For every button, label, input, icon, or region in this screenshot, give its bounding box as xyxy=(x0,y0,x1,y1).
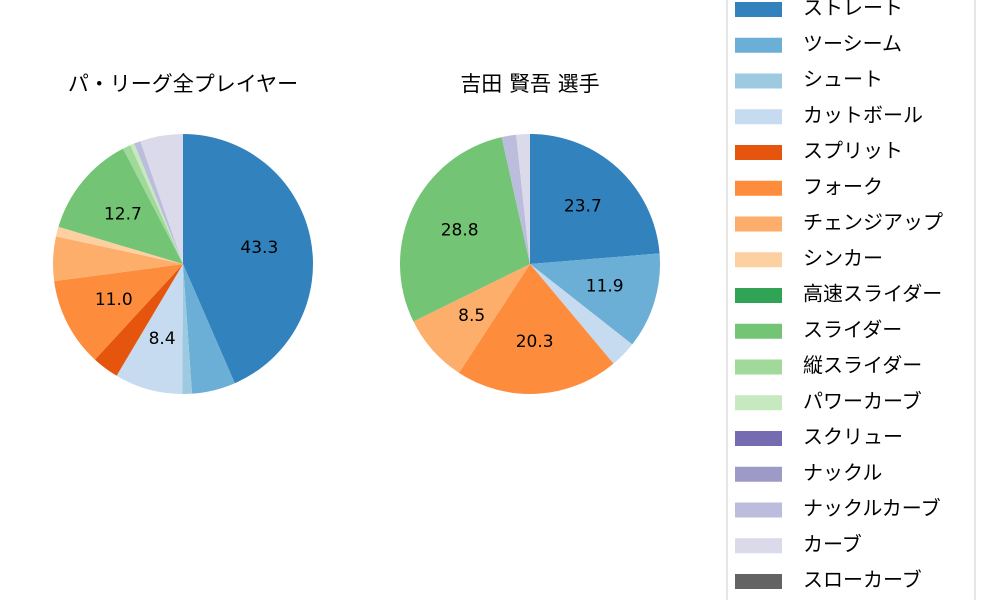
legend-label: ストレート xyxy=(803,0,903,20)
legend-label: シュート xyxy=(803,67,883,91)
value-label: 12.7 xyxy=(104,204,142,224)
legend-label: パワーカーブ xyxy=(803,389,922,413)
legend-label: カットボール xyxy=(803,103,923,127)
legend-label: スプリット xyxy=(803,139,903,163)
legend-swatch xyxy=(735,323,782,339)
legend-label: ナックル xyxy=(803,460,882,484)
pie-slice xyxy=(94,264,183,376)
value-label: 23.7 xyxy=(564,197,602,217)
pie-slice xyxy=(140,134,183,264)
pie-slice xyxy=(58,148,184,264)
legend-swatch xyxy=(735,216,782,232)
pie-slice xyxy=(530,264,633,364)
chart-title: 吉田 賢吾 選手 xyxy=(460,72,599,96)
legend-swatch xyxy=(735,288,782,303)
pie-slice xyxy=(183,264,235,394)
pie-slice xyxy=(182,264,193,395)
pie-slice xyxy=(516,134,530,264)
chart-title: パ・リーグ全プレイヤー xyxy=(68,72,298,96)
legend-swatch xyxy=(735,359,782,375)
value-label: 8.4 xyxy=(149,329,176,349)
legend-swatch xyxy=(735,466,782,482)
legend-swatch xyxy=(735,2,782,17)
legend-label: ナックルカーブ xyxy=(803,496,941,520)
value-label: 20.3 xyxy=(516,332,554,352)
legend-swatch xyxy=(735,252,782,268)
value-label: 11.9 xyxy=(586,276,624,296)
legend-label: チェンジアップ xyxy=(803,210,943,234)
pie-slice xyxy=(501,134,530,264)
legend-label: フォーク xyxy=(803,174,883,198)
value-label: 43.3 xyxy=(240,238,278,258)
pie-slice xyxy=(130,143,183,264)
pie-slice xyxy=(134,141,183,264)
legend-swatch xyxy=(735,73,782,89)
legend-label: スライダー xyxy=(803,317,902,341)
pie-slice xyxy=(116,264,183,394)
legend-swatch xyxy=(735,502,782,518)
legend-swatch xyxy=(735,395,782,411)
pie-slice xyxy=(400,137,530,322)
value-label: 11.0 xyxy=(95,290,133,310)
pie-slice xyxy=(530,134,660,264)
legend-label: 縦スライダー xyxy=(803,353,922,377)
pie-slice xyxy=(458,264,614,394)
pie-slice xyxy=(530,253,660,345)
value-label: 28.8 xyxy=(441,220,479,240)
legend-label: スクリュー xyxy=(803,425,903,449)
legend-label: 高速スライダー xyxy=(803,282,942,306)
legend-swatch xyxy=(735,431,782,446)
pie-slice xyxy=(54,264,184,360)
legend-label: シンカー xyxy=(803,246,883,270)
pie-slice xyxy=(52,236,183,282)
pie-slice xyxy=(123,145,183,264)
pie-slice xyxy=(413,264,530,373)
pie-slice xyxy=(55,226,183,264)
legend-box xyxy=(726,0,976,600)
legend-swatch xyxy=(735,574,782,589)
legend-swatch xyxy=(735,109,782,125)
legend-label: カーブ xyxy=(803,532,862,556)
legend-swatch xyxy=(735,37,782,53)
legend-swatch xyxy=(735,145,782,160)
value-label: 8.5 xyxy=(458,306,485,326)
pie-slice xyxy=(183,134,314,384)
legend-swatch xyxy=(735,180,782,196)
legend-label: ツーシーム xyxy=(803,31,902,55)
legend-swatch xyxy=(735,538,782,554)
legend-label: スローカーブ xyxy=(803,568,922,592)
